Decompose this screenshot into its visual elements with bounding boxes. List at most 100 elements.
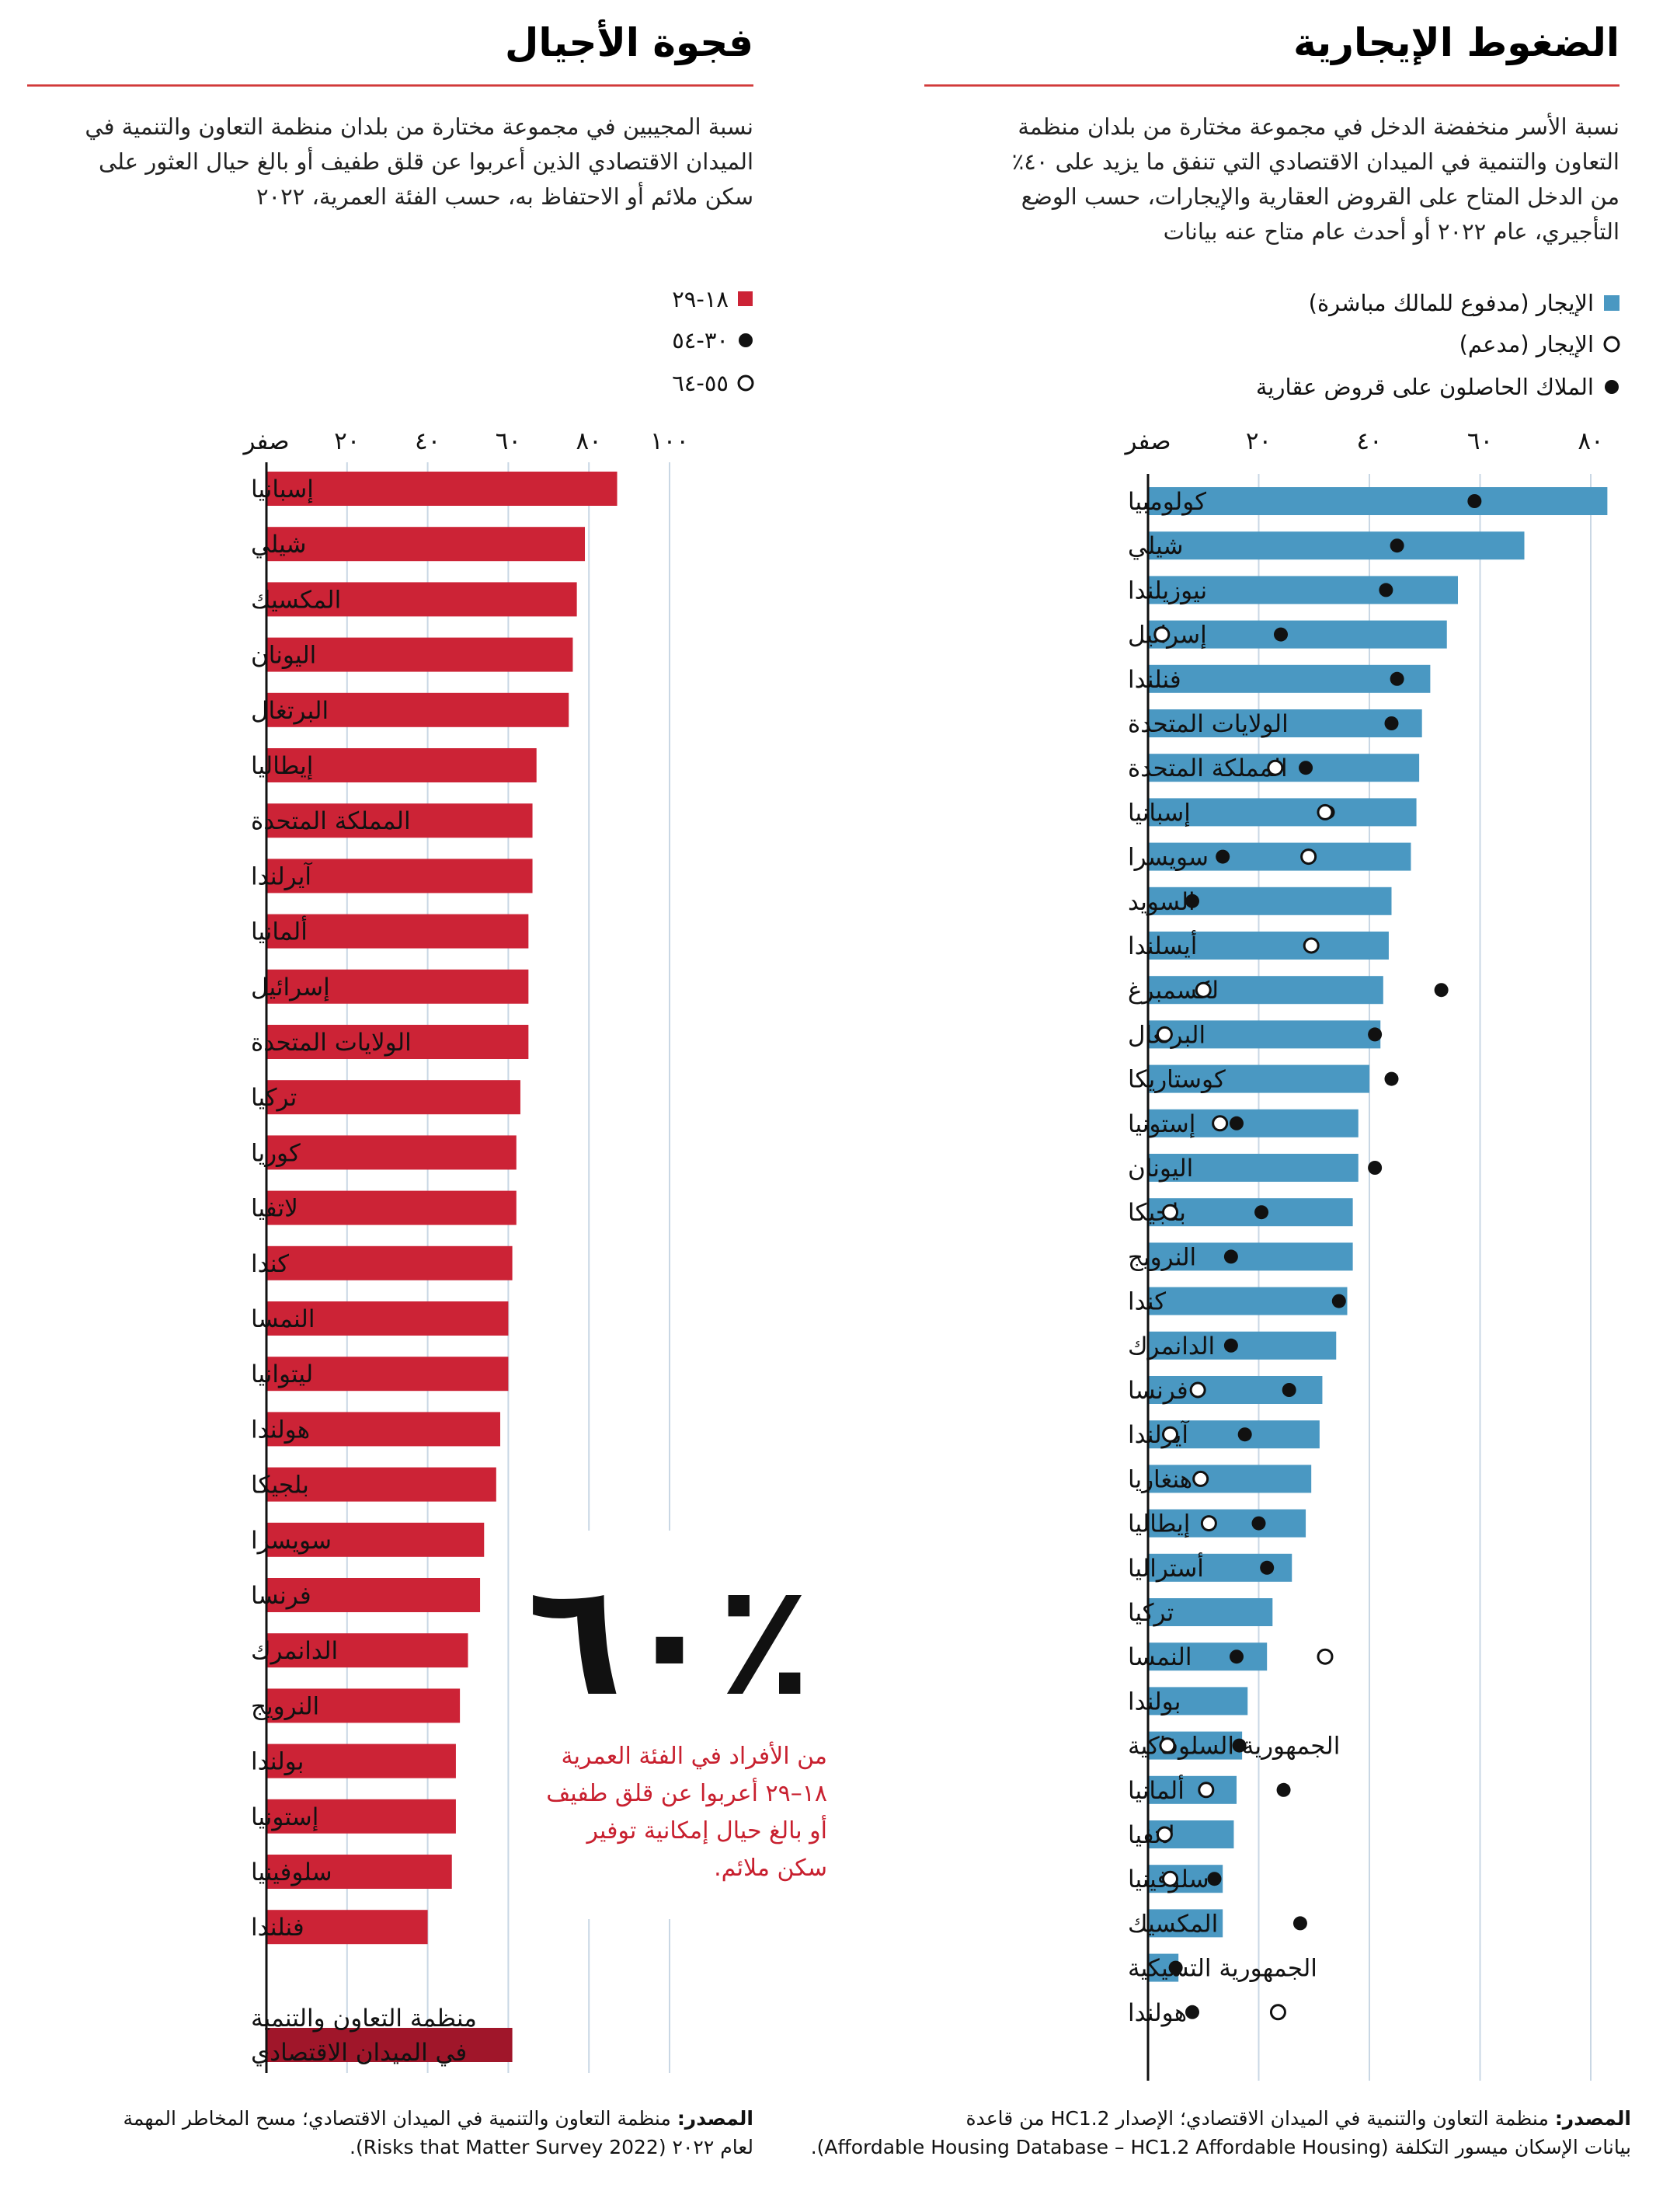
left-category-label: ألمانيا	[251, 916, 308, 946]
callout-line-2: ١٨–٢٩ أعربوا عن قلق طفيف	[546, 1777, 827, 1807]
right-category-label: فرنسا	[1128, 1377, 1188, 1405]
right-subtitle-line-2: التعاون والتنمية في الميدان الاقتصادي ال…	[1012, 148, 1619, 176]
legend-label-18-29: ١٨-٢٩	[672, 286, 729, 312]
marker-subsidised-c627644645645644643629206	[1267, 759, 1284, 776]
left-tick-label: صفر	[242, 427, 289, 455]
left-tick-label: ٨٠	[576, 427, 602, 455]
left-category-label: آيرلندا	[251, 861, 312, 890]
legend-label-subsidised-rent: الإيجار (مدعم)	[1459, 331, 1594, 358]
right-source-line-2: بيانات الإسكان ميسور التكلفة (Affordable…	[811, 2136, 1631, 2158]
right-category-label: سويسرا	[1128, 844, 1209, 872]
left-category-label: النرويج	[251, 1692, 319, 1720]
left-category-label: الدانمرك	[251, 1637, 338, 1665]
bar-rent-c62764464864462764a62762a	[1148, 709, 1422, 737]
marker-subsidised-c62564a63762764464a627	[1200, 1515, 1217, 1532]
bar-rent-c62764462863162a63a627644	[1148, 1020, 1381, 1049]
bar-rent-c63364864a633631627	[1148, 842, 1411, 871]
right-category-label: كوستاريكا	[1128, 1066, 1226, 1094]
bar-18-29-c64364863164a627	[266, 1135, 517, 1170]
left-category-label: إستونيا	[251, 1803, 318, 1831]
left-category-label: إسبانيا	[251, 475, 314, 503]
left-chart-tick-labels: صفر ٢٠ ٤٠ ٦٠ ٨٠ ١٠٠	[242, 427, 689, 455]
marker-subsidised-c641631646633627	[1189, 1381, 1206, 1399]
legend-label-private-rent: الإيجار (مدفوع للمالك مباشرة)	[1309, 290, 1594, 317]
right-chart-markers	[1153, 494, 1482, 2021]
bar-rent-c62563363162762664a644	[1148, 620, 1447, 649]
callout-line-4: سكن ملائم.	[714, 1855, 827, 1882]
rent-pressure-panel: الضغوط الإيجارية نسبة الأسر منخفضة الدخل…	[811, 20, 1631, 2158]
marker-subsidised-c62264a63164464662f627	[1162, 1426, 1178, 1443]
marker-mortgage-c64664a64863264a64464662f	[1379, 583, 1393, 597]
bar-rent-c63464a64464a	[1148, 531, 1525, 560]
bar-rent-c62563362862764664a627	[1148, 798, 1417, 827]
right-category-label: النمسا	[1128, 1643, 1192, 1671]
bar-rent-c62764462f627646645631643	[1148, 1331, 1337, 1360]
right-source-label: المصدر:	[1555, 2107, 1631, 2130]
marker-mortgage-c62564a63762764464a627	[1251, 1516, 1266, 1531]
left-category-label: شيلي	[251, 531, 306, 559]
bar-rent-c627644646645633627	[1148, 1642, 1268, 1671]
marker-mortgage-c62764462f627646645631643	[1223, 1338, 1238, 1353]
bar-18-29-c62764462f627646645631643	[266, 1633, 468, 1668]
left-tick-label: ٦٠	[496, 427, 521, 455]
right-subtitle-line-3: من الدخل المتاح على القروض العقارية والإ…	[1021, 183, 1619, 211]
right-category-label: شيلي	[1128, 532, 1183, 560]
left-aggregate-label-line-1: منظمة التعاون والتنمية	[251, 2005, 477, 2033]
bar-18-29-c62764464663164864a62c	[266, 1688, 461, 1723]
left-category-label: اليونان	[251, 642, 316, 670]
bar-18-29-c62764464864462764a62762a	[266, 1025, 529, 1059]
marker-subsidised-c62563363162762664a644	[1153, 626, 1171, 643]
callout-number: ٪٦٠	[527, 1550, 812, 1731]
bar-rent-c64364662f627	[1148, 1287, 1348, 1315]
left-category-label: المكسيك	[251, 586, 341, 614]
marker-mortgage-c64164664464662f627	[1390, 671, 1404, 686]
right-panel-title: الضغوط الإيجارية	[1293, 20, 1619, 66]
right-category-label: إيطاليا	[1128, 1510, 1190, 1538]
marker-subsidised-c627644646645633627	[1317, 1648, 1334, 1665]
bar-rent-c62864462c64a643627	[1148, 1198, 1353, 1227]
marker-mortgage-c62764463364864a62f	[1185, 894, 1199, 908]
left-category-label: هولندا	[251, 1416, 310, 1444]
right-tick-label: ٤٠	[1356, 427, 1382, 455]
legend-marker-subsidised-rent	[1603, 336, 1620, 353]
bar-rent-c62a63164364a627	[1148, 1598, 1273, 1626]
right-tick-label: ٢٠	[1246, 427, 1272, 455]
marker-mortgage-c62764464864462764a62762a	[1384, 716, 1399, 730]
marker-subsidised-c64764663a62763164a627	[1192, 1470, 1209, 1487]
left-category-label: لاتفيا	[251, 1195, 298, 1223]
marker-mortgage-c62764462c64564764863164a	[1232, 1738, 1247, 1753]
marker-subsidised-c63364464864164a64664a627	[1162, 1870, 1178, 1887]
bar-rent-c64464363364562863163a	[1148, 976, 1383, 1005]
bar-18-29-c62563362a64864664a627	[266, 1799, 456, 1834]
bar-18-29-c64764864464662f627	[266, 1412, 501, 1447]
bar-18-29-c627644646645633627	[266, 1301, 509, 1336]
marker-subsidised-c62563362a64864664a627	[1212, 1115, 1229, 1132]
right-category-label: تركيا	[1128, 1599, 1174, 1627]
left-category-label: فرنسا	[251, 1582, 311, 1610]
bar-rent-c62364464562764664a627	[1148, 1775, 1237, 1804]
bar-18-29-c64164664464662f627	[266, 1910, 428, 1945]
right-category-label: المملكة المتحدة	[1128, 754, 1288, 782]
bar-18-29-c64462762a64164a627	[266, 1190, 517, 1225]
right-category-label: هنغاريا	[1128, 1465, 1192, 1493]
left-category-label: تركيا	[251, 1084, 297, 1112]
marker-mortgage-c63364464864164a64664a627	[1207, 1872, 1222, 1886]
bar-rent-c64164664464662f627	[1148, 664, 1431, 693]
marker-mortgage-c62563363162762664a644	[1274, 627, 1288, 642]
bar-rent-c62764464a648646627646	[1148, 1154, 1359, 1182]
left-category-label: سويسرا	[251, 1527, 332, 1555]
marker-mortgage-c64364864464864562864a627	[1467, 494, 1482, 508]
legend-label-55-64: ٥٥-٦٤	[672, 370, 729, 396]
marker-mortgage-c62764462863162a63a627644	[1368, 1027, 1383, 1042]
bar-18-29-c62864462c64a643627	[266, 1467, 496, 1502]
bar-18-29-c63364464864164a64664a627	[266, 1855, 452, 1889]
right-category-label: ألمانيا	[1128, 1775, 1185, 1805]
bar-18-29-c63364864a633631627	[266, 1522, 485, 1557]
bar-rent-c64364863362a62763164a643	[1148, 1064, 1369, 1093]
left-tick-label: ١٠٠	[650, 427, 689, 455]
legend-label-mortgage-owners: الملاك الحاصلون على قروض عقارية	[1256, 374, 1594, 400]
right-tick-label: صفر	[1123, 427, 1171, 455]
left-category-label: ليتوانيا	[251, 1360, 313, 1388]
left-subtitle-line-3: سكن ملائم أو الاحتفاظ به، حسب الفئة العم…	[256, 181, 753, 211]
marker-mortgage-c63464a64464a	[1390, 538, 1404, 553]
